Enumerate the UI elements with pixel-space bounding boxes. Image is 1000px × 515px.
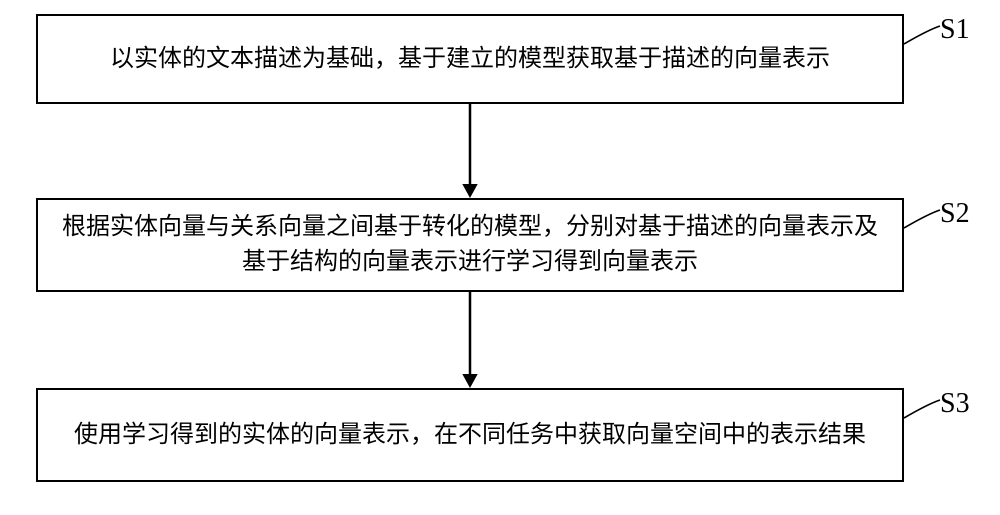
step-box-s2: 根据实体向量与关系向量之间基于转化的模型，分别对基于描述的向量表示及基于结构的向… xyxy=(36,198,904,292)
step-box-s3: 使用学习得到的实体的向量表示，在不同任务中获取向量空间中的表示结果 xyxy=(36,388,904,482)
step-label-s3: S3 xyxy=(940,388,970,420)
step-text-s2: 根据实体向量与关系向量之间基于转化的模型，分别对基于描述的向量表示及基于结构的向… xyxy=(56,210,884,280)
step-text-s1: 以实体的文本描述为基础，基于建立的模型获取基于描述的向量表示 xyxy=(110,42,830,77)
step-label-s2: S2 xyxy=(940,198,970,230)
step-label-s1: S1 xyxy=(940,14,970,46)
step-box-s1: 以实体的文本描述为基础，基于建立的模型获取基于描述的向量表示 xyxy=(36,14,904,104)
step-text-s3: 使用学习得到的实体的向量表示，在不同任务中获取向量空间中的表示结果 xyxy=(74,418,866,453)
flowchart-canvas: 以实体的文本描述为基础，基于建立的模型获取基于描述的向量表示 S1 根据实体向量… xyxy=(0,0,1000,515)
